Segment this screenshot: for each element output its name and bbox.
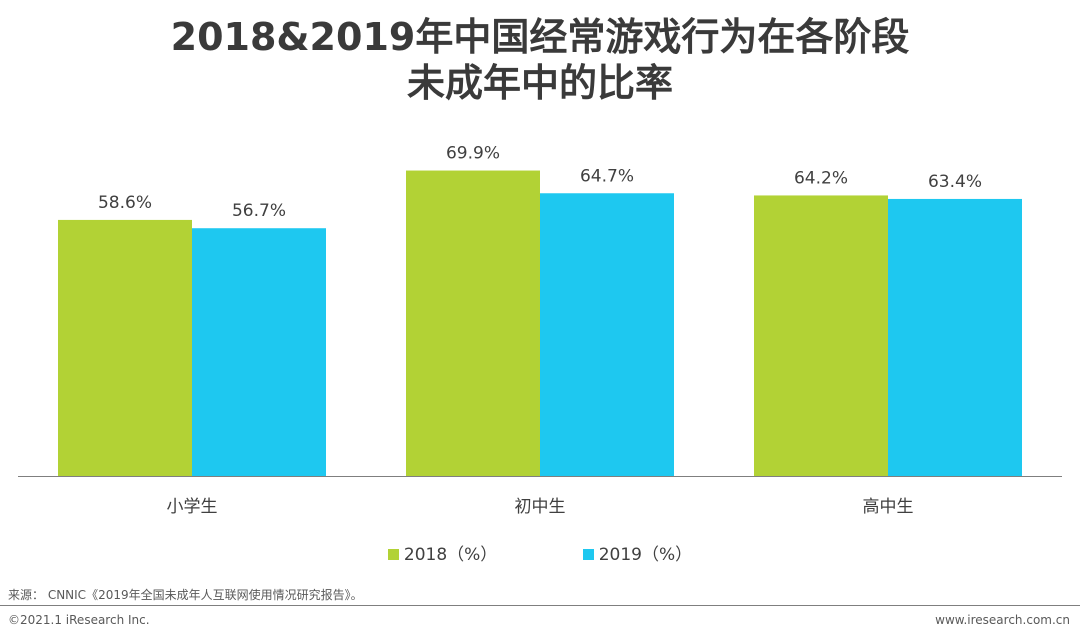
chart-title-line2: 未成年中的比率: [406, 61, 673, 105]
chart-title: 2018&2019年中国经常游戏行为在各阶段 未成年中的比率: [0, 14, 1080, 106]
bar-2019-0: [192, 228, 326, 476]
legend-label-2019: 2019（%）: [598, 545, 693, 565]
bar-2019-1: [540, 193, 674, 477]
legend-swatch-2018: [387, 549, 399, 560]
footer-divider: [0, 605, 1080, 606]
source-note: 来源： CNNIC《2019年全国未成年人互联网使用情况研究报告》。: [8, 588, 363, 602]
data-label-2019-0: 56.7%: [232, 201, 286, 221]
data-label-2018-1: 69.9%: [446, 144, 500, 164]
data-label-2019-1: 64.7%: [580, 166, 634, 186]
bar-2019-2: [888, 198, 1022, 476]
x-tick-label-1: 初中生: [515, 497, 566, 517]
website-link[interactable]: www.iresearch.com.cn: [935, 613, 1070, 627]
x-tick-label-2: 高中生: [863, 497, 914, 517]
bar-2018-1: [406, 170, 540, 477]
copyright: ©2021.1 iResearch Inc.: [8, 613, 150, 627]
data-label-2018-0: 58.6%: [98, 193, 152, 213]
legend-swatch-2019: [582, 549, 594, 560]
data-label-2019-2: 63.4%: [928, 172, 982, 192]
chart-title-line1: 2018&2019年中国经常游戏行为在各阶段: [170, 15, 910, 59]
bar-2018-0: [58, 219, 192, 476]
legend: 2018（%） 2019（%）: [0, 540, 1080, 565]
x-tick-label-0: 小学生: [167, 497, 218, 517]
legend-item-2018: 2018（%）: [387, 540, 498, 565]
bar-chart: 58.6% 56.7% 小学生 69.9% 64.7% 初中生 64.2% 63.4% 高中生: [18, 144, 1062, 517]
bar-2018-2: [754, 195, 888, 477]
legend-item-2019: 2019（%）: [582, 540, 693, 565]
data-label-2018-2: 64.2%: [794, 168, 848, 188]
legend-label-2018: 2018（%）: [403, 545, 498, 565]
